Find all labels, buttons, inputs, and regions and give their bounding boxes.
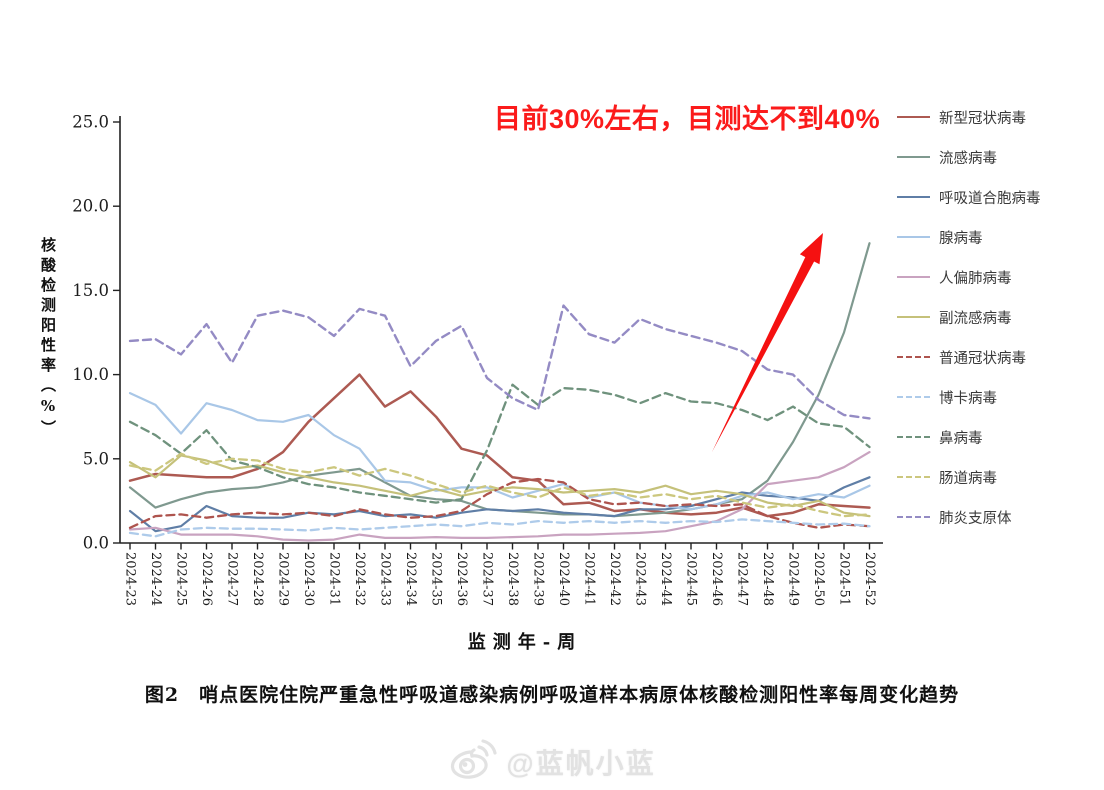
- x-tick-label: 2024-25: [174, 552, 189, 606]
- legend-item: 腺病毒: [897, 217, 1041, 257]
- legend-label: 新型冠状病毒: [939, 110, 1026, 127]
- legend-item: 流感病毒: [897, 137, 1041, 177]
- legend-label: 人偏肺病毒: [939, 270, 1012, 287]
- series-line-普通冠状病毒: [128, 477, 871, 529]
- x-tick-label: 2024-23: [123, 552, 138, 606]
- legend-solid-line-swatch: [897, 196, 930, 198]
- x-axis-title: 监测年-周: [467, 632, 583, 653]
- series-line-博卡病毒: [128, 518, 871, 538]
- y-axis-title: 核酸检测阳性率（%）: [39, 237, 57, 440]
- legend-solid-line-swatch: [897, 316, 930, 318]
- series-line-肺炎支原体: [128, 304, 871, 420]
- y-tick-label: 15.0: [72, 281, 109, 300]
- legend-item: 呼吸道合胞病毒: [897, 177, 1041, 217]
- x-tick-label: 2024-24: [148, 552, 163, 606]
- legend-dashed-line-swatch: [897, 356, 930, 358]
- x-tick-label: 2024-29: [276, 552, 291, 606]
- plot-area: 0.0 5.0 10.0 15.0 20.0 25.0 2024-23 2024-24 2024…: [72, 113, 883, 606]
- series-line-新型冠状病毒: [128, 373, 871, 518]
- x-tick-label: 2024-32: [352, 552, 367, 606]
- legend-label: 呼吸道合胞病毒: [939, 190, 1041, 207]
- legend-dashed-line-swatch: [897, 476, 930, 478]
- legend-solid-line-swatch: [897, 116, 930, 118]
- legend-dashed-line-swatch: [897, 396, 930, 398]
- legend-item: 人偏肺病毒: [897, 257, 1041, 297]
- legend-solid-line-swatch: [897, 276, 930, 278]
- x-tick-label: 2024-43: [633, 552, 648, 606]
- trend-arrow: [712, 233, 823, 452]
- legend-label: 腺病毒: [939, 230, 983, 247]
- x-tick-label: 2024-48: [760, 552, 775, 606]
- x-tick-label: 2024-26: [199, 552, 214, 606]
- weibo-icon: [448, 738, 498, 786]
- y-tick-label: 10.0: [72, 365, 109, 384]
- legend: 新型冠状病毒 流感病毒呼吸道合胞病毒 腺病毒人偏肺病毒副流感病毒普通冠状病毒 博卡病毒…: [897, 97, 1041, 537]
- x-tick-label: 2024-45: [684, 552, 699, 606]
- x-tick-label: 2024-41: [582, 552, 597, 606]
- y-tick-label: 0.0: [83, 534, 109, 553]
- x-tick-label: 2024-34: [403, 552, 418, 606]
- x-tick-label: 2024-42: [607, 552, 622, 606]
- legend-dashed-line-swatch: [897, 436, 930, 438]
- x-tick-label: 2024-31: [327, 552, 342, 606]
- x-tick-label: 2024-47: [735, 552, 750, 606]
- legend-item: 鼻病毒: [897, 417, 1041, 457]
- series-line-呼吸道合胞病毒: [128, 476, 871, 533]
- legend-label: 副流感病毒: [939, 310, 1012, 327]
- x-tick-label: 2024-44: [658, 552, 673, 606]
- legend-item: 新型冠状病毒: [897, 97, 1041, 137]
- legend-item: 肠道病毒: [897, 457, 1041, 497]
- legend-solid-line-swatch: [897, 236, 930, 238]
- x-tick-label: 2024-38: [505, 552, 520, 606]
- series-line-肠道病毒: [128, 452, 871, 518]
- legend-label: 博卡病毒: [939, 390, 997, 407]
- annotation-text: 目前30%左右，目测达不到40%: [494, 104, 881, 134]
- legend-label: 肠道病毒: [939, 470, 997, 487]
- x-tick-label: 2024-37: [480, 552, 495, 606]
- legend-item: 普通冠状病毒: [897, 337, 1041, 377]
- x-tick-label: 2024-49: [786, 552, 801, 606]
- legend-item: 博卡病毒: [897, 377, 1041, 417]
- y-tick-label: 25.0: [72, 113, 109, 132]
- x-tick-label: 2024-50: [811, 552, 826, 606]
- legend-label: 鼻病毒: [939, 430, 983, 447]
- legend-label: 肺炎支原体: [939, 510, 1012, 527]
- figure-caption: 图2 哨点医院住院严重急性呼吸道感染病例呼吸道样本病原体核酸检测阳性率每周变化趋…: [144, 684, 960, 706]
- x-tick-label: 2024-40: [556, 552, 571, 606]
- series-line-鼻病毒: [128, 383, 871, 504]
- x-tick-label: 2024-33: [378, 552, 393, 606]
- legend-solid-line-swatch: [897, 156, 930, 158]
- legend-item: 肺炎支原体: [897, 497, 1041, 537]
- x-tick-label: 2024-27: [225, 552, 240, 606]
- legend-label: 流感病毒: [939, 150, 997, 167]
- y-tick-label: 20.0: [72, 197, 109, 216]
- x-tick-label: 2024-36: [454, 552, 469, 606]
- x-tick-label: 2024-39: [531, 552, 546, 606]
- y-tick-label: 5.0: [83, 449, 109, 468]
- legend-label: 普通冠状病毒: [939, 350, 1026, 367]
- x-tick-label: 2024-30: [301, 552, 316, 606]
- watermark-handle: @蓝帆小蓝: [506, 748, 656, 779]
- x-tick-label: 2024-46: [709, 552, 724, 606]
- legend-item: 副流感病毒: [897, 297, 1041, 337]
- x-tick-label: 2024-35: [429, 552, 444, 606]
- x-tick-label: 2024-51: [837, 552, 852, 606]
- x-tick-label: 2024-28: [250, 552, 265, 606]
- series-line-人偏肺病毒: [128, 451, 871, 542]
- watermark: @蓝帆小蓝: [0, 738, 1104, 786]
- legend-dashed-line-swatch: [897, 516, 930, 518]
- x-tick-label: 2024-52: [862, 552, 877, 606]
